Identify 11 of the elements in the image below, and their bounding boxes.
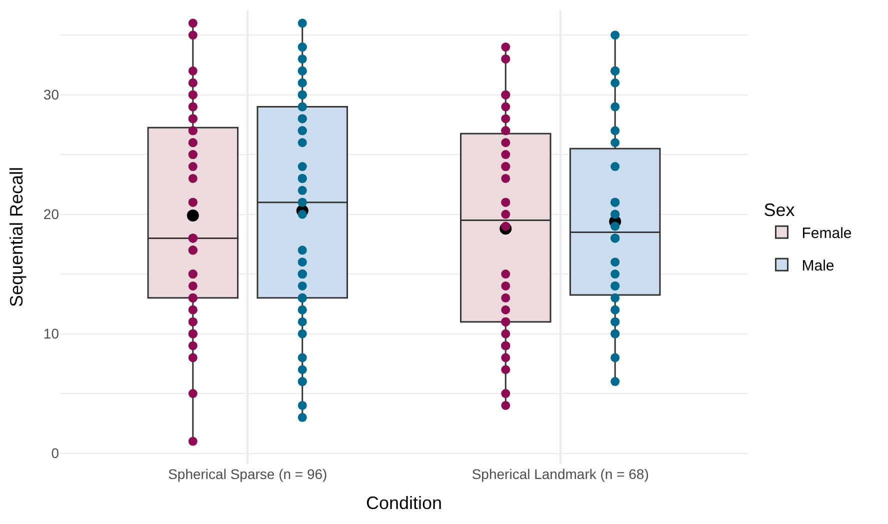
y-tick-label: 30 <box>43 86 60 103</box>
x-tick-label: Spherical Sparse (n = 96) <box>168 466 328 482</box>
y-tick-label: 0 <box>51 445 60 462</box>
y-tick-label: 10 <box>43 326 60 342</box>
legend-title: Sex <box>764 200 795 220</box>
legend-label: Female <box>802 225 852 242</box>
y-tick-label: 20 <box>43 206 60 222</box>
legend-label: Male <box>802 258 834 274</box>
y-axis-title: Sequential Recall <box>6 166 27 308</box>
x-axis-title: Condition <box>366 493 442 514</box>
x-tick-label: Spherical Landmark (n = 68) <box>472 466 649 482</box>
